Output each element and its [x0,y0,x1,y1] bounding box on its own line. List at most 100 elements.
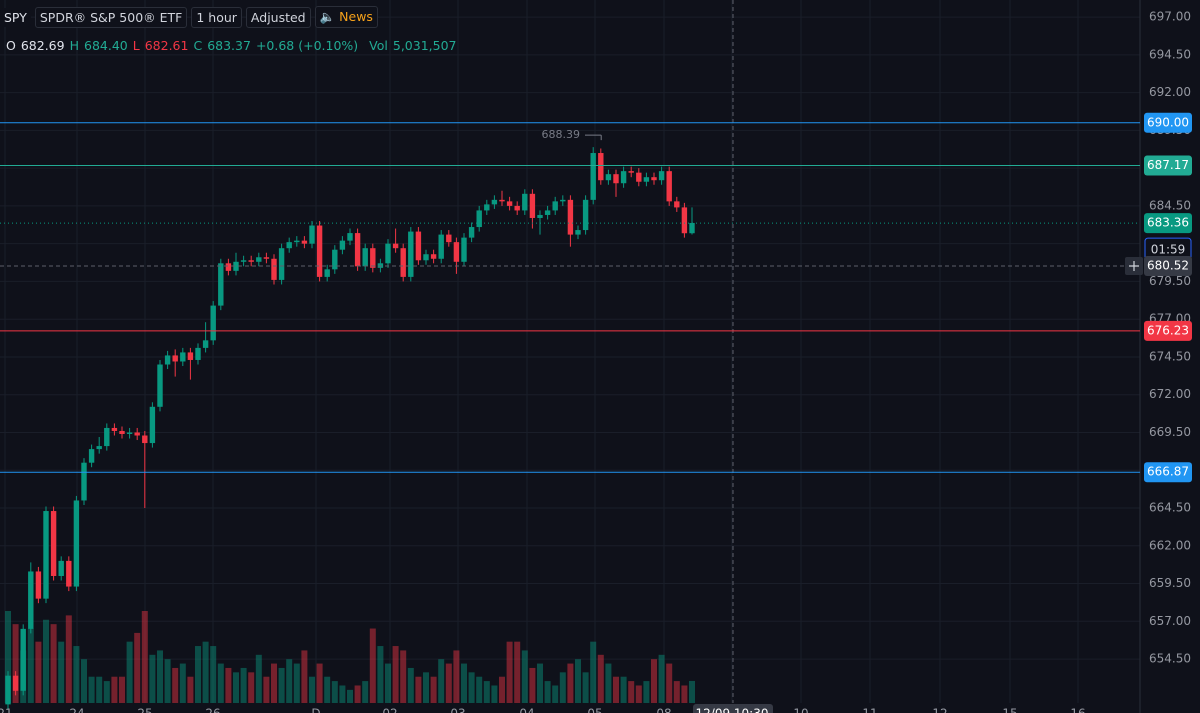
high-label: H [69,38,79,53]
price-label: 666.87 [1147,465,1189,479]
candle-body [362,248,368,267]
volume-label: Vol [369,38,388,53]
candle-body [514,205,520,211]
candle-body [582,199,589,231]
candle-body [271,258,277,280]
candle-body [88,449,95,463]
volume-bar [179,663,186,703]
price-label-box [1144,462,1192,483]
candle-body [552,201,558,211]
volume-bar [666,663,673,703]
volume-bar [248,672,255,703]
candle-body [157,364,163,407]
candle-body [506,201,513,206]
candle-body [96,446,102,450]
candle-body [522,193,528,211]
candle-body [210,305,216,341]
price-label-box [1144,112,1192,133]
candle-body [613,174,619,184]
volume-bar [385,663,391,703]
x-tick-label: 05 [587,707,602,713]
candle-body [537,214,543,218]
volume-bar [111,676,118,703]
volume-bar [347,689,353,703]
crosshair-time-box [693,704,773,713]
instrument-name[interactable]: SPDR® S&P 500® ETF [34,6,188,28]
candle-body [438,234,444,259]
news[interactable]: 🔈 News [314,6,378,28]
volume-bar [377,646,384,703]
candle-body [240,260,247,262]
candle-body [5,675,11,705]
volume-bar [673,681,680,703]
y-tick-label: 684.50 [1149,198,1191,212]
price-label: 683.36 [1147,216,1189,230]
volume-bar [559,672,566,703]
volume-bar [119,676,125,703]
symbol[interactable]: SPY [0,7,31,27]
candle-body [400,248,406,277]
interval[interactable]: 1 hour [191,6,242,28]
x-tick-label: D [311,707,320,713]
candle-body [590,153,596,200]
volume-bar [141,611,148,703]
volume-bar [590,641,597,703]
x-tick-label: 26 [205,707,220,713]
candle-body [681,207,688,234]
candle-body [202,340,209,348]
adjustment[interactable]: Adjusted [245,6,311,28]
volume-bar [483,681,490,703]
y-tick-label: 657.00 [1149,614,1191,628]
candle-body [50,511,57,576]
volume-bar [635,685,642,703]
candle-body [598,153,604,181]
volume-bar [88,676,95,703]
volume-bar [126,641,133,703]
volume-bar [597,654,604,703]
volume-bar [445,663,452,703]
x-tick-label: 04 [519,707,534,713]
candle-body [392,243,399,249]
candle-body [104,427,110,447]
candle-body [81,462,87,501]
candle-body [225,263,232,271]
candle-body [666,171,672,202]
candle-body [43,511,49,599]
news-label: News [339,9,373,24]
volume-bar [658,654,665,703]
candle-body [575,230,581,235]
candle-body [370,248,376,268]
x-tick-label: 08 [656,707,671,713]
volume-bar [476,676,483,703]
candle-body [674,201,680,208]
low-value: 682.61 [144,38,189,53]
candle-body [658,171,665,181]
candle-body [468,227,475,238]
volume-bar [430,676,437,703]
volume-bar [392,646,399,703]
candle-body [309,225,315,244]
volume-bar [172,667,179,703]
price-label-box [1144,256,1192,277]
candle-body [233,261,239,271]
volume-bar [210,646,217,703]
ohlc-legend: O 682.69 H 684.40 L 682.61 C 683.37 +0.68 (+… [6,38,457,53]
candle-body [620,171,627,184]
volume-bar [301,650,308,703]
volume-bar [461,663,467,703]
candle-body [58,560,64,576]
volume-bar [567,663,574,703]
candle-body [218,263,224,306]
volume-bar [529,667,536,703]
volume-bar [65,615,72,703]
candle-body [195,347,201,360]
volume-bar [164,659,171,703]
candle-body [408,231,414,277]
volume-bar [369,628,376,703]
candle-body [301,240,308,244]
candle-body [354,233,361,267]
volume-bar [651,659,657,703]
candle-body [651,177,657,181]
